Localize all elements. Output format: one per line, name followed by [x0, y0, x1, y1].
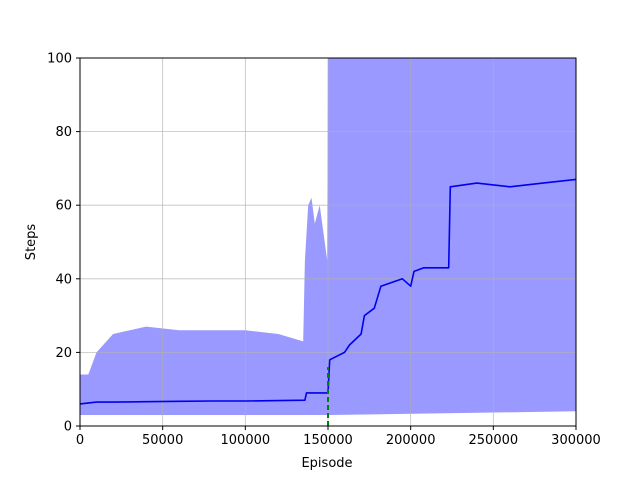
y-tick-label: 0 [64, 420, 72, 435]
mean-steps-line-group [79, 178, 577, 426]
x-tick-label: 50000 [142, 433, 183, 448]
x-tick-label: 300000 [551, 433, 601, 448]
y-tick-label: 80 [55, 125, 72, 140]
x-tick-label: 200000 [386, 433, 436, 448]
x-axis-label: Episode [301, 456, 352, 471]
y-tick-label: 60 [55, 199, 72, 214]
x-tick-label: 0 [76, 433, 84, 448]
mean-steps-line [79, 178, 577, 405]
x-tick-label: 150000 [303, 433, 353, 448]
y-tick-label: 100 [47, 52, 72, 67]
x-axis-ticks: 0 50000 100000 150000 200000 250000 300000 [76, 426, 601, 448]
x-tick-label: 100000 [221, 433, 271, 448]
y-axis-label: Steps [24, 224, 39, 261]
y-axis-ticks: 0 20 40 60 80 100 [47, 52, 80, 435]
y-tick-label: 40 [55, 272, 72, 287]
y-tick-label: 20 [55, 346, 72, 361]
x-tick-label: 250000 [469, 433, 519, 448]
